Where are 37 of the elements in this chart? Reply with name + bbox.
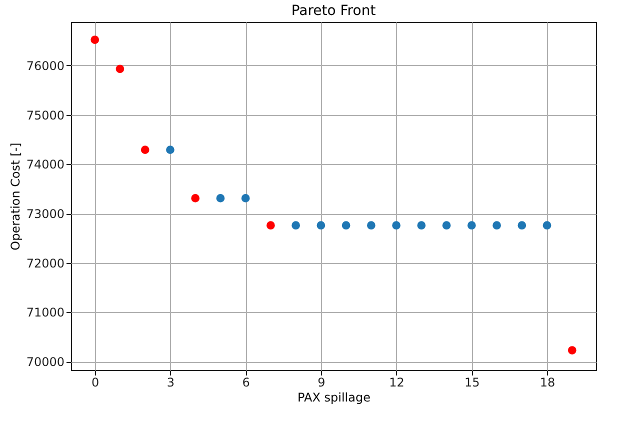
point (216, 194, 225, 202)
y-tick-label: 71000 (26, 306, 64, 320)
y-tick-label: 70000 (26, 355, 64, 370)
point (316, 221, 326, 230)
y-tick-label: 72000 (26, 256, 64, 270)
y-axis-title: Operation Cost [-] (8, 142, 22, 250)
x-tick-label: 0 (92, 376, 100, 390)
chart-title: Pareto Front (291, 3, 376, 19)
y-tick-label: 74000 (26, 158, 64, 172)
point (518, 221, 526, 230)
point (166, 146, 174, 154)
x-axis-title: PAX spillage (298, 390, 370, 404)
y-tick-label: 73000 (26, 207, 64, 222)
x-tick-label: 9 (318, 376, 326, 390)
point (241, 194, 250, 202)
y-tick-label: 76000 (26, 58, 64, 73)
point (342, 221, 350, 230)
point (366, 221, 376, 230)
point (292, 221, 300, 230)
point (417, 221, 426, 230)
x-tick-label: 3 (166, 376, 175, 390)
point (392, 221, 400, 230)
x-tick-label: 18 (540, 376, 556, 390)
point (568, 346, 576, 354)
x-tick-label: 15 (464, 376, 480, 390)
point (467, 221, 476, 230)
x-tick-label: 12 (389, 376, 404, 390)
point (140, 146, 150, 154)
point (266, 221, 275, 230)
point (542, 221, 552, 230)
point (442, 221, 451, 230)
point (191, 194, 200, 202)
x-tick-label: 6 (242, 376, 250, 390)
point (90, 36, 100, 44)
point (116, 64, 124, 74)
point (492, 221, 501, 230)
y-tick-label: 75000 (26, 108, 64, 122)
